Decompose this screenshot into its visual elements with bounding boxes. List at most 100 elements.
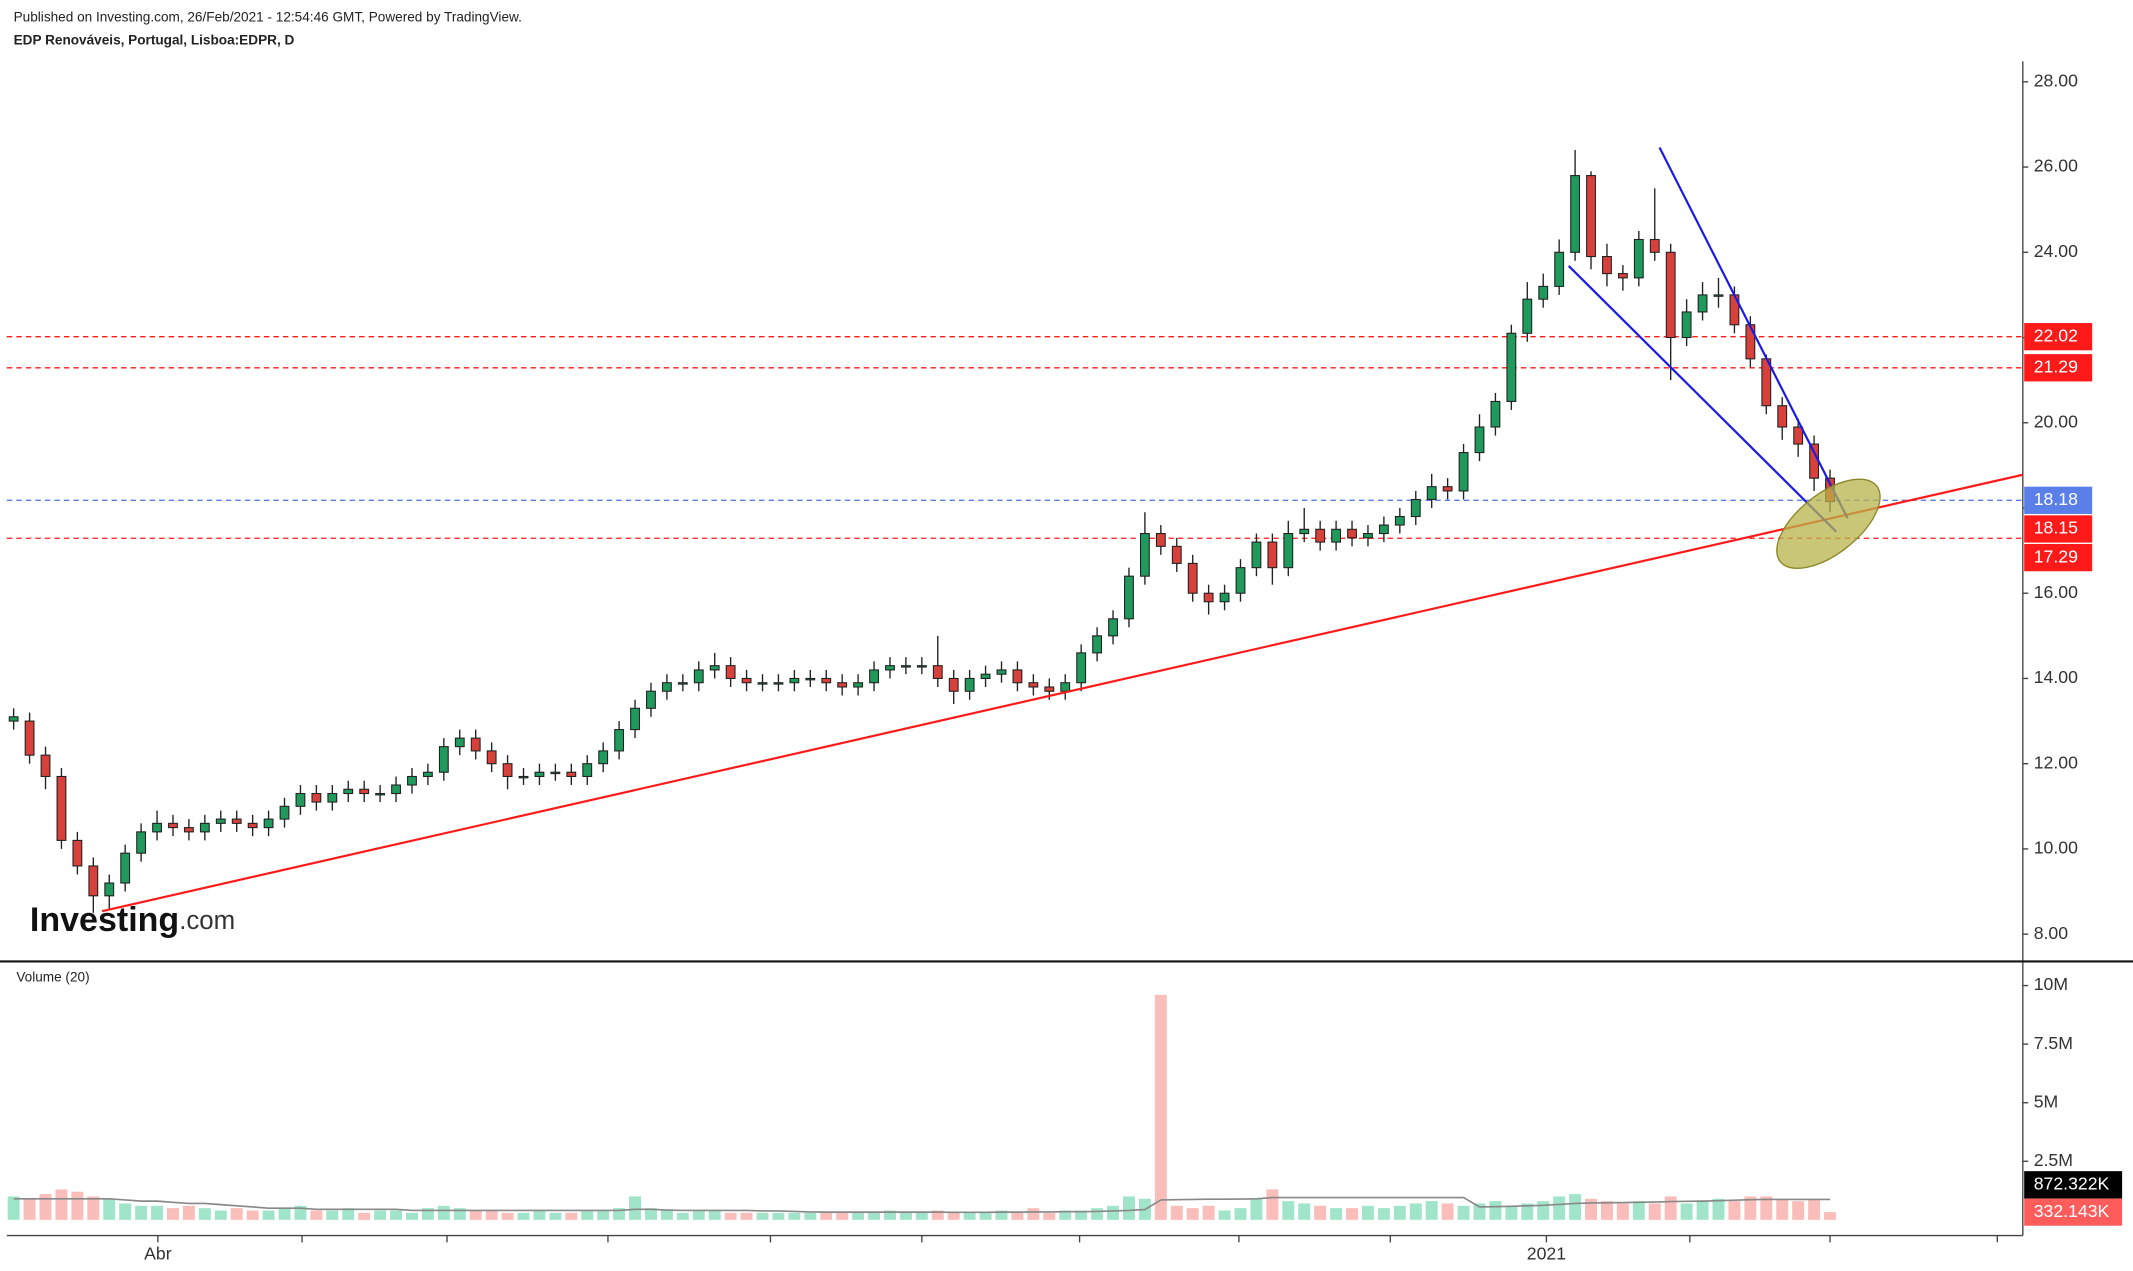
candle-body [582,763,593,778]
volume-bar [549,1212,562,1220]
candle-body [1299,528,1310,535]
volume-bar [294,1205,307,1220]
volume-label-box [2024,1198,2123,1226]
volume-bar [883,1210,896,1220]
volume-bar [342,1208,355,1220]
volume-bar [1616,1203,1629,1220]
volume-bar [1346,1208,1359,1220]
x-tick-label: 2021 [1527,1243,1566,1263]
candle-body [1331,528,1342,543]
candle-body [263,818,274,829]
volume-bar [1808,1198,1821,1220]
candle-body [375,792,386,796]
candle-body [661,682,672,692]
candle-body [391,784,401,795]
price-label-box [2024,354,2093,382]
volume-bar [1425,1201,1438,1220]
volume-bar [947,1212,960,1220]
price-label: 18.15 [2034,518,2078,538]
published-note: Published on Investing.com, 26/Feb/2021 … [14,9,522,24]
volume-tick-label: 5M [2034,1091,2059,1111]
volume-bar [1202,1205,1215,1220]
price-label-box [2024,515,2093,543]
volume-tick-label: 10M [2034,974,2068,994]
trendline [1658,146,1849,519]
candle-body [805,677,816,681]
candle-body [709,665,720,671]
candle-body [932,665,943,680]
volume-bar [87,1196,100,1220]
candle-body [438,746,449,773]
volume-bar [1154,994,1167,1220]
candle-body [916,665,927,668]
volume-bar [1696,1201,1709,1220]
volume-bar [1218,1210,1231,1220]
logo-suffix: .com [179,907,235,935]
y-tick-label: 24.00 [2034,241,2078,261]
candle-body [1363,533,1373,539]
price-label-box [2024,486,2093,514]
volume-bar [1537,1201,1550,1220]
volume-bar [1744,1196,1757,1220]
x-tick-label: Abr [144,1243,172,1263]
logo-brand: Investing.com [30,901,235,939]
volume-bar [1186,1208,1199,1220]
volume-bar [103,1198,116,1220]
candle-body [1219,592,1230,603]
candle-body [725,665,736,680]
volume-bar [1059,1210,1072,1220]
candle-body [40,754,51,778]
candle-body [1251,541,1262,569]
volume-bar [597,1210,610,1220]
candle-body [1139,533,1150,577]
volume-bar [1011,1212,1024,1220]
volume-bar [1250,1198,1263,1220]
volume-bar [1393,1205,1406,1220]
candle-body [1538,285,1549,300]
volume-bar [246,1210,259,1220]
volume-bar [1489,1201,1502,1220]
candle-body [566,771,577,778]
volume-bar [501,1212,514,1220]
candle-body [1633,238,1644,279]
volume-bar [1441,1203,1454,1220]
candle-body [518,775,529,779]
volume-bar [374,1210,387,1220]
candle-body [1458,452,1469,492]
volume-bar [836,1212,849,1220]
candle-body [821,677,832,684]
volume-bar [1234,1208,1247,1220]
volume-bar [421,1208,434,1220]
candle-body [1554,251,1565,287]
candle-body [327,792,338,803]
candle-body [741,677,752,684]
volume-bar [1043,1212,1056,1220]
volume-bar [740,1212,753,1220]
volume-bar [1457,1205,1470,1220]
volume-bar [437,1205,450,1220]
candle-body [1235,567,1246,594]
candle-body [1410,498,1421,518]
candle-body [1171,545,1182,564]
volume-bar [660,1210,673,1220]
volume-bar [1505,1205,1518,1220]
volume-bar [1680,1203,1693,1220]
volume-bar [390,1210,403,1220]
candle-body [311,792,322,803]
candle-body [1283,533,1294,569]
volume-label: 332.143K [2034,1201,2110,1221]
candle-body [1044,686,1055,692]
candle-body [693,669,704,684]
candle-body [215,818,226,824]
price-label-box [2024,543,2093,572]
candle-body [948,677,959,692]
y-tick-label: 14.00 [2034,667,2078,687]
volume-bar [1075,1210,1088,1220]
volume-bar [1600,1201,1613,1220]
volume-bar [979,1212,992,1220]
volume-bar [1266,1189,1279,1220]
volume-bar [1553,1196,1566,1220]
candle-body [1617,273,1628,279]
volume-bar [1361,1205,1374,1220]
volume-bar [708,1210,721,1220]
